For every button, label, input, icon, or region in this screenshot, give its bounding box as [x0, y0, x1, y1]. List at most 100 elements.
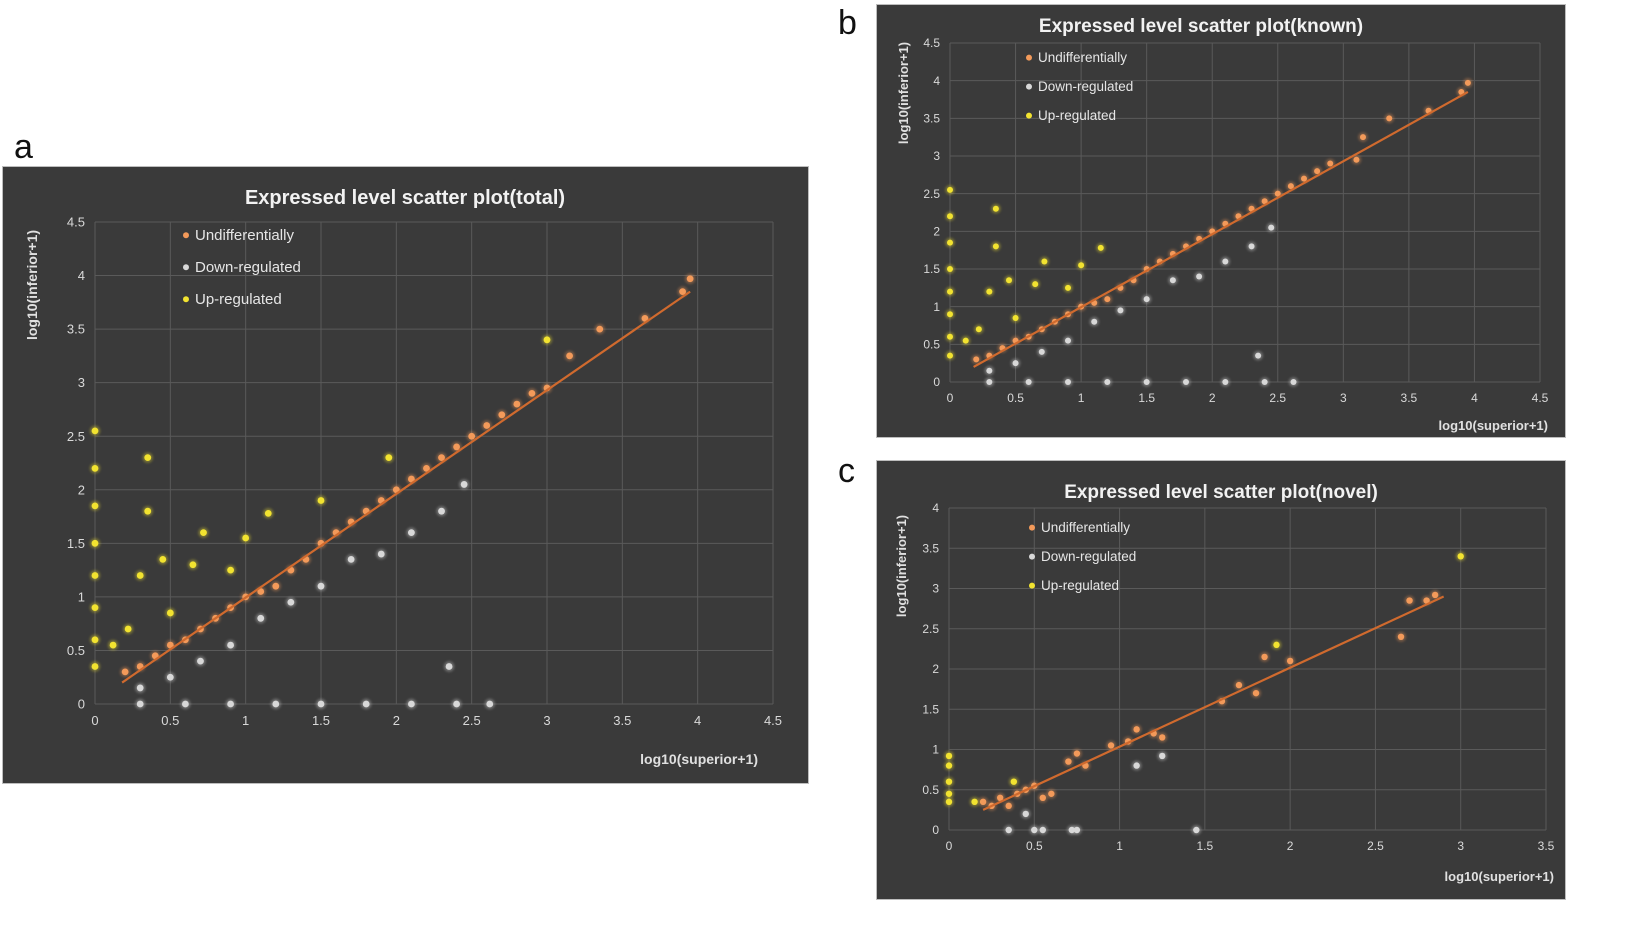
data-point-down-regulated: [1196, 273, 1203, 280]
data-point-up-regulated: [945, 762, 953, 769]
data-point-undifferentially: [1464, 79, 1471, 86]
data-point-undifferentially: [1065, 758, 1072, 765]
data-point-up-regulated: [947, 266, 953, 272]
x-tick-label: 2: [1209, 391, 1216, 405]
data-point-up-regulated: [1032, 281, 1039, 288]
x-tick-label: 3: [1457, 839, 1464, 853]
x-tick-label: 1: [1116, 839, 1123, 853]
data-point-up-regulated: [91, 539, 99, 547]
x-tick-label: 0: [91, 713, 98, 728]
data-point-down-regulated: [257, 614, 265, 622]
data-point-up-regulated: [1012, 314, 1019, 321]
legend-label-down-regulated: Down-regulated: [1041, 549, 1136, 564]
data-point-undifferentially: [1431, 591, 1439, 599]
legend-marker-down-regulated: [1029, 553, 1035, 560]
data-point-down-regulated: [272, 700, 280, 708]
data-point-down-regulated: [377, 550, 385, 558]
data-point-down-regulated: [1065, 379, 1071, 385]
data-point-up-regulated: [91, 502, 99, 510]
data-point-undifferentially: [453, 443, 460, 451]
x-tick-label: 2.5: [1367, 839, 1384, 853]
data-point-up-regulated: [543, 336, 551, 344]
legend-label-down-regulated: Down-regulated: [1038, 79, 1133, 94]
y-tick-label: 2.5: [923, 187, 940, 201]
data-point-down-regulated: [1039, 826, 1047, 834]
data-point-undifferentially: [1073, 750, 1081, 757]
data-point-down-regulated: [1159, 752, 1166, 760]
data-point-down-regulated: [1031, 826, 1038, 834]
trend-line: [982, 595, 1445, 811]
chart-panel-b: 0 0.5 1 1.5 2 2.5 3 3.5 4 4.5 0 0.5 1 1.5 2 2.5 3 3.5 4 4.5…: [876, 4, 1566, 438]
data-point-up-regulated: [109, 641, 117, 649]
x-tick-label: 0: [947, 391, 954, 405]
data-point-undifferentially: [566, 352, 573, 360]
data-point-up-regulated: [1097, 244, 1104, 251]
y-tick-label: 1: [933, 300, 940, 314]
data-point-down-regulated: [453, 700, 460, 708]
data-point-up-regulated: [947, 333, 953, 340]
data-point-undifferentially: [996, 794, 1004, 801]
data-point-down-regulated: [1073, 826, 1081, 834]
data-point-undifferentially: [1104, 296, 1111, 303]
data-point-up-regulated: [945, 798, 953, 806]
data-point-up-regulated: [1457, 553, 1464, 560]
data-point-undifferentially: [1286, 657, 1294, 665]
y-tick-label: 1.5: [922, 702, 939, 716]
data-point-down-regulated: [362, 700, 370, 708]
data-point-down-regulated: [1222, 379, 1229, 385]
data-point-undifferentially: [1353, 156, 1360, 163]
data-point-undifferentially: [1261, 198, 1268, 205]
x-tick-label: 3: [1340, 391, 1347, 405]
data-point-undifferentially: [1287, 183, 1294, 190]
data-point-down-regulated: [1222, 258, 1229, 265]
data-point-down-regulated: [445, 663, 453, 670]
legend-label-up-regulated: Up-regulated: [1038, 108, 1116, 123]
x-tick-label: 3.5: [1401, 391, 1418, 405]
data-point-undifferentially: [1301, 175, 1307, 182]
data-point-up-regulated: [1041, 258, 1048, 265]
data-point-undifferentially: [1133, 726, 1140, 733]
x-tick-label: 3.5: [1538, 839, 1555, 853]
data-point-undifferentially: [1386, 115, 1393, 122]
trend-line: [121, 290, 691, 684]
data-point-undifferentially: [1314, 168, 1321, 175]
data-point-up-regulated: [91, 464, 99, 472]
y-tick-label: 1: [78, 589, 85, 604]
legend-marker-undifferentially: [1029, 524, 1035, 531]
y-tick-label: 1: [932, 743, 939, 757]
data-point-undifferentially: [973, 356, 980, 363]
data-point-undifferentially: [272, 582, 280, 590]
x-tick-label: 3.5: [613, 713, 631, 728]
data-point-up-regulated: [227, 566, 235, 574]
data-point-up-regulated: [159, 556, 167, 563]
data-point-up-regulated: [317, 497, 325, 504]
data-point-up-regulated: [986, 288, 993, 295]
data-point-undifferentially: [423, 464, 430, 472]
chart-title: Expressed level scatter plot(total): [245, 187, 565, 209]
legend-label-undifferentially: Undifferentially: [1041, 520, 1130, 535]
x-axis-title: log10(superior+1): [1439, 418, 1548, 433]
data-point-up-regulated: [947, 213, 953, 220]
data-point-up-regulated: [200, 529, 207, 537]
y-tick-label: 4.5: [67, 215, 85, 230]
data-point-up-regulated: [242, 534, 250, 542]
data-point-down-regulated: [1012, 360, 1019, 367]
data-point-down-regulated: [986, 367, 993, 374]
legend-marker-up-regulated: [1029, 582, 1035, 589]
data-point-undifferentially: [1423, 597, 1430, 604]
data-point-undifferentially: [483, 422, 491, 429]
x-tick-label: 4.5: [1532, 391, 1549, 405]
data-point-undifferentially: [1360, 134, 1366, 141]
data-point-up-regulated: [91, 604, 99, 611]
series-down-regulated: [984, 222, 1299, 387]
data-point-up-regulated: [945, 790, 953, 797]
data-point-down-regulated: [347, 556, 355, 563]
data-point-up-regulated: [264, 509, 272, 517]
data-point-down-regulated: [486, 700, 494, 708]
data-point-down-regulated: [317, 700, 325, 708]
data-point-undifferentially: [498, 411, 506, 419]
scatter-plot-known: 0 0.5 1 1.5 2 2.5 3 3.5 4 4.5 0 0.5 1 1.5 2 2.5 3 3.5 4 4.5…: [896, 16, 1549, 433]
y-tick-label: 4: [932, 501, 939, 515]
chart-panel-c: 0 0.5 1 1.5 2 2.5 3 3.5 0 0.5 1 1.5 2 2.5 3 3.5 4 Express…: [876, 460, 1566, 900]
data-point-undifferentially: [408, 475, 415, 483]
